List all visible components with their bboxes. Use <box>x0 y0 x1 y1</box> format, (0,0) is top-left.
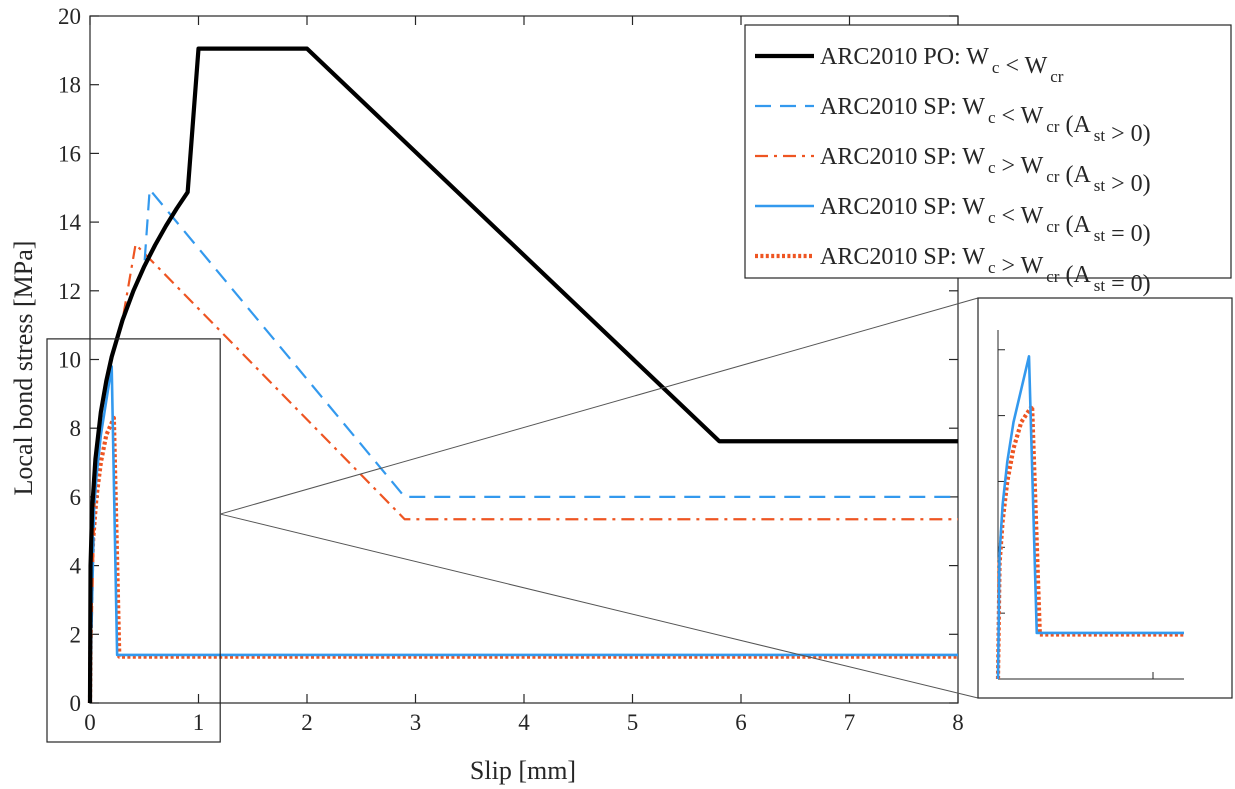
x-tick-label: 8 <box>952 710 964 735</box>
zoom-connector-top <box>220 297 979 515</box>
x-tick-label: 4 <box>518 710 530 735</box>
inset-frame <box>977 297 1233 699</box>
y-tick-label: 14 <box>58 210 82 235</box>
y-tick-label: 4 <box>70 554 82 579</box>
y-tick-label: 6 <box>70 485 82 510</box>
zoom-layer <box>46 297 979 743</box>
legend-box <box>744 24 1232 279</box>
x-tick-label: 3 <box>410 710 422 735</box>
x-tick-label: 2 <box>301 710 313 735</box>
series-line-0 <box>87 46 958 704</box>
y-tick-label: 0 <box>70 691 82 716</box>
x-tick-label: 0 <box>84 710 96 735</box>
y-tick-label: 10 <box>58 348 81 373</box>
y-axis-label: Local bond stress [MPa] <box>9 241 38 496</box>
x-tick-label: 5 <box>627 710 639 735</box>
x-tick-label: 1 <box>193 710 205 735</box>
x-tick-label: 6 <box>735 710 747 735</box>
zoom-connector-bottom <box>220 513 979 699</box>
y-tick-label: 20 <box>58 4 81 29</box>
y-tick-label: 2 <box>70 622 82 647</box>
x-axis-label: Slip [mm] <box>470 756 576 785</box>
x-tick-label: 7 <box>844 710 856 735</box>
y-tick-label: 8 <box>70 416 82 441</box>
y-tick-label: 12 <box>58 279 81 304</box>
inset-series-line-3 <box>996 355 1184 680</box>
zoom-rectangle <box>46 338 221 743</box>
inset-plot <box>977 297 1233 699</box>
y-tick-label: 16 <box>58 141 81 166</box>
y-tick-label: 18 <box>58 73 81 98</box>
